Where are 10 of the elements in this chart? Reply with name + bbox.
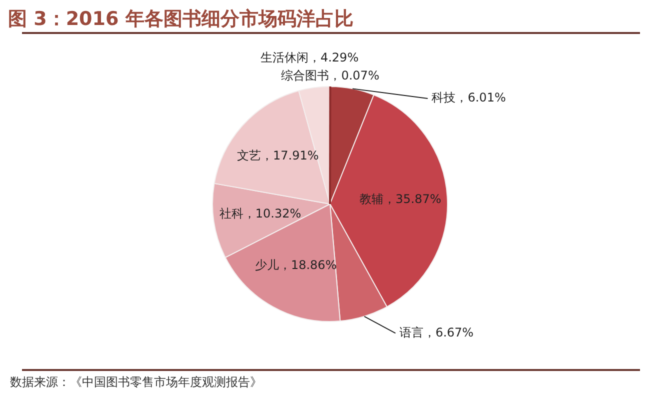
slice-label: 少儿，18.86% [254, 258, 337, 272]
slice-label: 文艺，17.91% [236, 148, 319, 163]
slice-label: 生活休闲，4.29% [260, 50, 359, 65]
chart-title: 图 3：2016 年各图书细分市场码洋占比 [8, 8, 354, 30]
source-note: 数据来源：《中国图书零售市场年度观测报告》 [10, 374, 262, 391]
slice-label: 科技，6.01% [432, 90, 506, 105]
slice-label: 语言，6.67% [399, 325, 474, 340]
slice-label: 综合图书，0.07% [281, 68, 380, 83]
slice-label: 教辅，35.87% [359, 192, 442, 206]
slice-label: 社科，10.32% [219, 206, 302, 221]
